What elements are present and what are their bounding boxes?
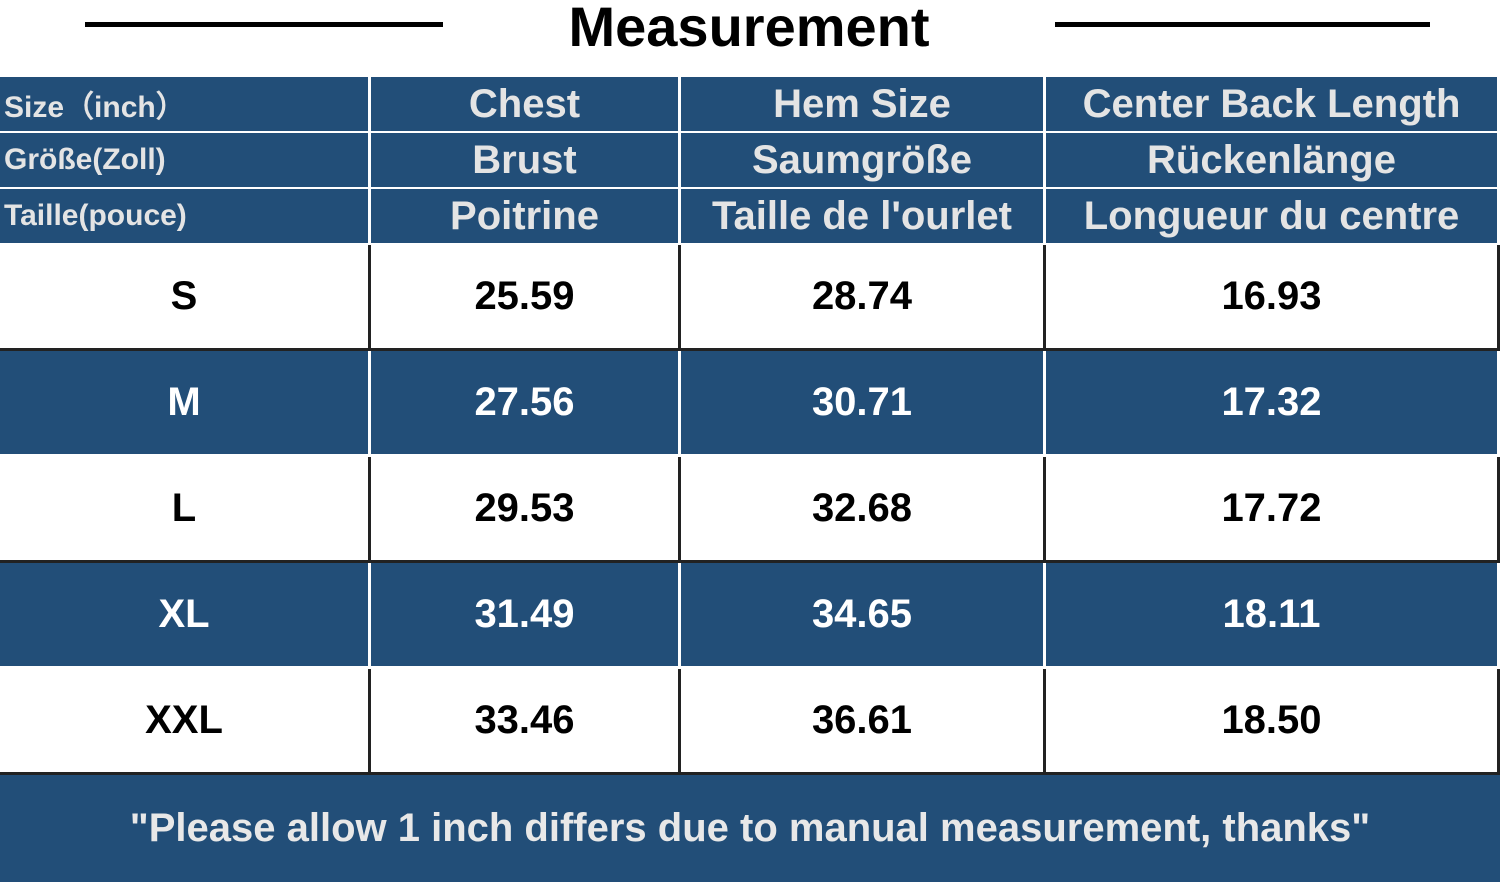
header-cell: Poitrine xyxy=(371,189,681,245)
table-cell: 33.46 xyxy=(371,669,681,775)
title: Measurement xyxy=(568,0,930,58)
table-cell: 17.72 xyxy=(1046,457,1500,563)
header-cell: Brust xyxy=(371,133,681,189)
header-cell: Taille(pouce) xyxy=(0,189,371,245)
table-cell: XXL xyxy=(0,669,371,775)
table-cell: 18.11 xyxy=(1046,563,1500,669)
table-cell: 30.71 xyxy=(681,351,1046,457)
header-cell: Größe(Zoll) xyxy=(0,133,371,189)
table-cell: 17.32 xyxy=(1046,351,1500,457)
header-cell: Rückenlänge xyxy=(1046,133,1500,189)
table-cell: 28.74 xyxy=(681,245,1046,351)
header-cell: Size（inch） xyxy=(0,77,371,133)
header-cell: Longueur du centre xyxy=(1046,189,1500,245)
table-cell: 16.93 xyxy=(1046,245,1500,351)
header-cell: Chest xyxy=(371,77,681,133)
table-cell: 27.56 xyxy=(371,351,681,457)
table-cell: 36.61 xyxy=(681,669,1046,775)
header-cell: Hem Size xyxy=(681,77,1046,133)
table-cell: 31.49 xyxy=(371,563,681,669)
title-rule-right xyxy=(1055,22,1430,27)
title-rule-left xyxy=(85,22,443,27)
table-cell: 25.59 xyxy=(371,245,681,351)
table-cell: 34.65 xyxy=(681,563,1046,669)
header-cell: Center Back Length xyxy=(1046,77,1500,133)
table-cell: 18.50 xyxy=(1046,669,1500,775)
header-cell: Taille de l'ourlet xyxy=(681,189,1046,245)
header-cell: Saumgröße xyxy=(681,133,1046,189)
table-cell: 32.68 xyxy=(681,457,1046,563)
table-cell: M xyxy=(0,351,371,457)
table-cell: L xyxy=(0,457,371,563)
table-cell: S xyxy=(0,245,371,351)
footer-note: "Please allow 1 inch differs due to manu… xyxy=(0,775,1500,882)
table-cell: 29.53 xyxy=(371,457,681,563)
table-cell: XL xyxy=(0,563,371,669)
